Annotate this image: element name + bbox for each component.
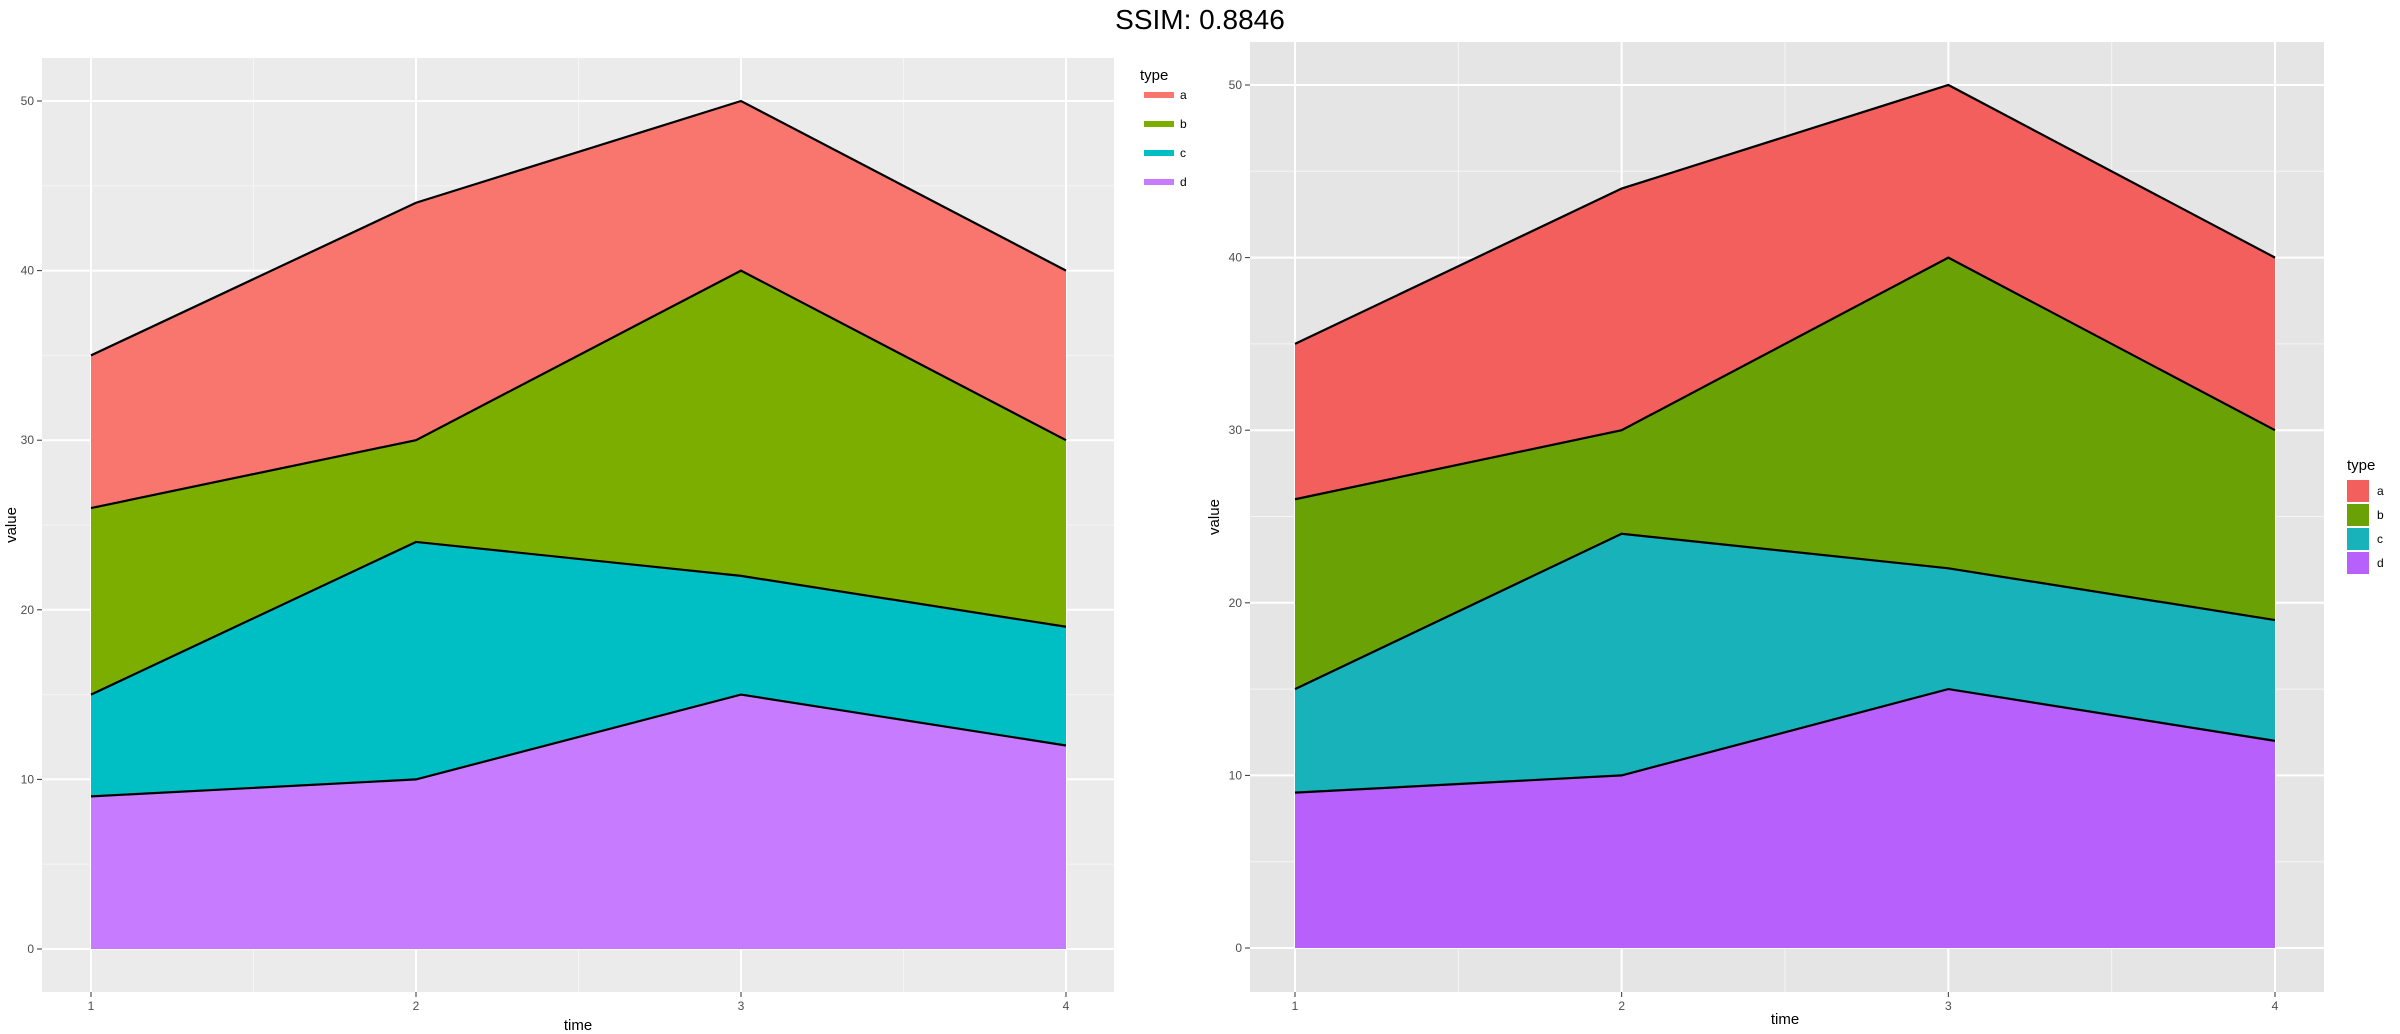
area-outline-b bbox=[90, 269, 1067, 510]
legend-key-c bbox=[1144, 150, 1174, 156]
x-tick-label: 1 bbox=[1292, 999, 1299, 1013]
area-outline-b bbox=[1294, 256, 2276, 501]
area-outline-a bbox=[90, 99, 1067, 357]
legend-key-a bbox=[2347, 480, 2369, 502]
area-outline-a bbox=[1294, 83, 2276, 345]
legend-label-a: a bbox=[2377, 484, 2384, 498]
x-tick-label: 2 bbox=[413, 999, 420, 1013]
y-tick-label: 40 bbox=[21, 264, 35, 278]
legend-key-d bbox=[1144, 179, 1174, 185]
area-outline-c bbox=[1294, 532, 2276, 691]
legend-title: type bbox=[1140, 67, 1168, 84]
x-tick-label: 3 bbox=[738, 999, 745, 1013]
legend-key-b bbox=[1144, 121, 1174, 127]
area-outline-d bbox=[90, 693, 1067, 798]
x-tick-label: 1 bbox=[88, 999, 95, 1013]
area-series-a bbox=[91, 101, 1066, 509]
legend-label-c: c bbox=[1180, 146, 1186, 160]
y-tick-label: 30 bbox=[1229, 423, 1243, 437]
legend-title: type bbox=[2347, 457, 2375, 474]
area-series-a bbox=[1295, 85, 2275, 500]
y-tick-label: 0 bbox=[27, 942, 34, 956]
legend-label-c: c bbox=[2377, 532, 2383, 546]
area-series-c bbox=[91, 541, 1066, 797]
y-tick-label: 20 bbox=[21, 603, 35, 617]
y-axis-label: value bbox=[1206, 499, 1223, 535]
legend-label-a: a bbox=[1180, 88, 1187, 102]
x-tick-label: 4 bbox=[1063, 999, 1070, 1013]
legend-key-c bbox=[2347, 528, 2369, 550]
x-tick-label: 3 bbox=[1945, 999, 1952, 1013]
legend-label-d: d bbox=[1180, 175, 1187, 189]
area-outline-c bbox=[90, 540, 1067, 696]
x-tick-label: 2 bbox=[1618, 999, 1625, 1013]
x-axis-label: time bbox=[1771, 1011, 1799, 1028]
legend-key-a bbox=[1144, 92, 1174, 98]
area-series-c bbox=[1295, 533, 2275, 793]
y-tick-label: 50 bbox=[1229, 78, 1243, 92]
x-tick-label: 4 bbox=[2272, 999, 2279, 1013]
page-title: SSIM: 0.8846 bbox=[1115, 4, 1285, 35]
y-tick-label: 30 bbox=[21, 433, 35, 447]
legend-label-b: b bbox=[2377, 508, 2384, 522]
y-tick-label: 40 bbox=[1229, 251, 1243, 265]
area-outline-d bbox=[1294, 687, 2276, 794]
legend-label-b: b bbox=[1180, 117, 1187, 131]
area-series-d bbox=[1295, 689, 2275, 948]
area-series-d bbox=[91, 694, 1066, 949]
y-tick-label: 0 bbox=[1235, 941, 1242, 955]
legend-label-d: d bbox=[2377, 556, 2384, 570]
x-axis-label: time bbox=[564, 1017, 592, 1034]
y-axis-label: value bbox=[3, 507, 20, 543]
y-tick-label: 10 bbox=[1229, 768, 1243, 782]
legend-key-d bbox=[2347, 552, 2369, 574]
y-tick-label: 50 bbox=[21, 94, 35, 108]
y-tick-label: 10 bbox=[21, 772, 35, 786]
legend-key-b bbox=[2347, 504, 2369, 526]
y-tick-label: 20 bbox=[1229, 596, 1243, 610]
